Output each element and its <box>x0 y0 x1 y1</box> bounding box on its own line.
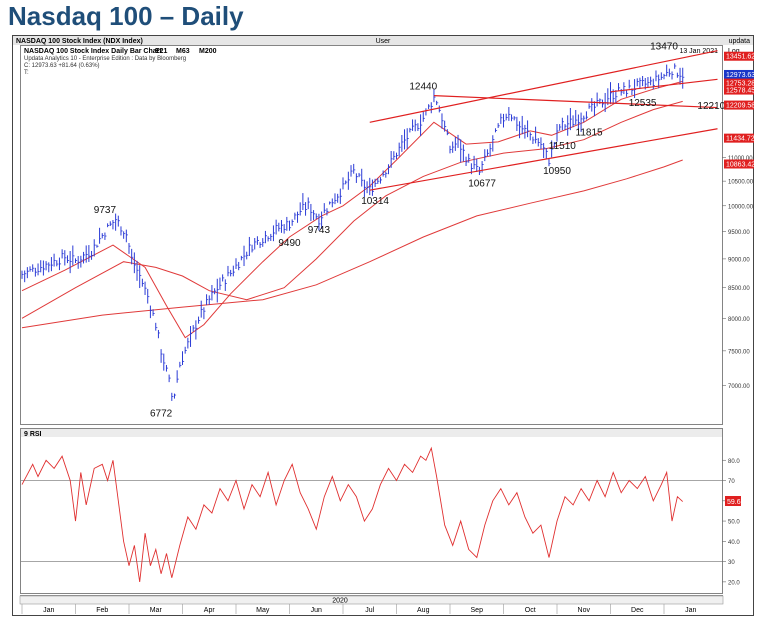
header-date: 13 Jan 2021 <box>679 48 718 55</box>
price-y-axis: 7000.00 7500.00 8000.00 8500.00 9000.00 9500.… <box>722 156 754 390</box>
month-label: Dec <box>631 607 644 614</box>
rsi-line <box>21 446 684 582</box>
price-badge-label: 12578.45 <box>726 88 755 95</box>
price-badge <box>724 51 754 61</box>
price-y-tick-label: 10500.00 <box>728 180 754 186</box>
price-y-tick-label: 10000.00 <box>728 204 754 210</box>
price-y-tick-label: 8500.00 <box>728 286 750 292</box>
header-instrument: NASDAQ 100 Stock Index (NDX Index) <box>16 38 143 45</box>
price-annotation: 11510 <box>549 141 577 152</box>
price-y-tick-label: 8000.00 <box>728 317 750 323</box>
trendline-resistance <box>433 95 718 109</box>
month-label: Nov <box>578 607 591 614</box>
price-annotation: 9737 <box>94 205 117 216</box>
price-annotation: 9490 <box>278 238 301 249</box>
rsi-value-label: 59.6 <box>727 499 741 506</box>
month-label: Jun <box>311 607 322 614</box>
ma-label-m63: M63 <box>176 48 190 55</box>
month-label: Mar <box>150 607 163 614</box>
ma-line-e21 <box>21 80 683 339</box>
info-line-1: Updata Analytics 10 - Enterprise Edition… <box>24 56 186 62</box>
rsi-title-bar <box>21 429 722 437</box>
trendlines <box>369 50 718 191</box>
price-y-tick-label: 9000.00 <box>728 257 750 263</box>
price-y-tick-label: 11000.00 <box>728 156 753 162</box>
price-y-tick-label: 9500.00 <box>728 230 750 236</box>
month-axis: Jan Feb Mar Apr May Jun Jul Aug Sep Oct Nov Dec Jan <box>21 604 696 614</box>
price-y-tick-label: 7000.00 <box>728 384 750 390</box>
price-annotation: 10950 <box>543 166 571 177</box>
price-annotation: 6772 <box>150 408 173 419</box>
month-label: Sep <box>471 607 484 614</box>
trendline-upper-support <box>610 78 718 93</box>
info-line-3: T: <box>24 70 29 76</box>
price-annotation: 12210 <box>697 101 725 112</box>
price-badge <box>724 100 754 110</box>
month-label: Aug <box>417 607 430 614</box>
price-annotation: 12440 <box>409 82 437 93</box>
price-badge-label: 12209.58 <box>726 103 755 110</box>
rsi-series <box>21 446 684 582</box>
price-badge <box>724 85 754 95</box>
price-badge-label: 12973.63 <box>726 72 755 79</box>
rsi-y-tick-label: 70 <box>728 479 735 485</box>
price-annotation: 13470 <box>650 42 678 53</box>
chart-subtitle: NASDAQ 100 Stock Index Daily Bar Chart <box>24 48 162 55</box>
price-badge <box>724 133 754 143</box>
scale-label: Log <box>728 48 740 55</box>
price-badge <box>724 78 754 88</box>
month-label: Feb <box>96 607 108 614</box>
price-annotation: 10677 <box>468 179 496 190</box>
price-annotation: 10314 <box>361 196 389 207</box>
price-panel <box>20 45 723 425</box>
price-badge-label: 13451.62 <box>726 54 755 61</box>
month-label: Oct <box>525 607 536 614</box>
month-label: Jan <box>685 607 696 614</box>
rsi-value-badge <box>725 496 741 506</box>
price-badge-label: 10863.42 <box>726 161 755 168</box>
year-label: 2020 <box>332 598 348 605</box>
month-label: Apr <box>204 607 216 614</box>
price-annotations: 9737 6772 9490 9743 10314 12440 10677 10950 1151… <box>94 42 726 420</box>
info-line-2: C: 12973.63 +81.64 (0.63%) <box>24 63 100 69</box>
rsi-y-tick-label: 50.0 <box>728 520 740 526</box>
price-annotation: 12535 <box>629 98 657 109</box>
header-user: User <box>376 38 391 45</box>
price-y-tick-label: 7500.00 <box>728 349 750 355</box>
moving-averages <box>21 80 683 339</box>
page-title: Nasdaq 100 – Daily <box>8 1 244 31</box>
month-label: Jul <box>365 607 374 614</box>
month-label: May <box>256 607 270 614</box>
rsi-y-tick-label: 80.0 <box>728 459 740 465</box>
ma-line-m200 <box>21 159 683 329</box>
price-annotation: 9743 <box>308 225 331 236</box>
header-brand[interactable]: updata <box>729 38 751 45</box>
price-badge-label: 11434.72 <box>726 136 755 143</box>
year-band <box>19 595 724 605</box>
rsi-y-tick-label: 30 <box>728 560 735 566</box>
month-label: Jan <box>43 607 54 614</box>
trendline-channel-bottom <box>369 128 718 191</box>
rsi-y-tick-label: 40.0 <box>728 540 740 546</box>
rsi-panel <box>20 428 723 594</box>
price-annotation: 11815 <box>576 128 604 139</box>
price-badge-label: 12753.28 <box>726 81 755 88</box>
rsi-y-tick-label: 20.0 <box>728 580 740 586</box>
price-badge <box>724 159 754 169</box>
chart-header-bar <box>13 36 753 45</box>
ma-label-e21: E21 <box>155 48 168 55</box>
rsi-title: 9 RSI <box>24 431 42 438</box>
trendline-channel-top <box>369 50 718 123</box>
ma-label-m200: M200 <box>199 48 217 55</box>
ma-line-m63 <box>21 100 683 319</box>
chart-frame <box>12 35 754 616</box>
price-badge <box>724 69 754 79</box>
